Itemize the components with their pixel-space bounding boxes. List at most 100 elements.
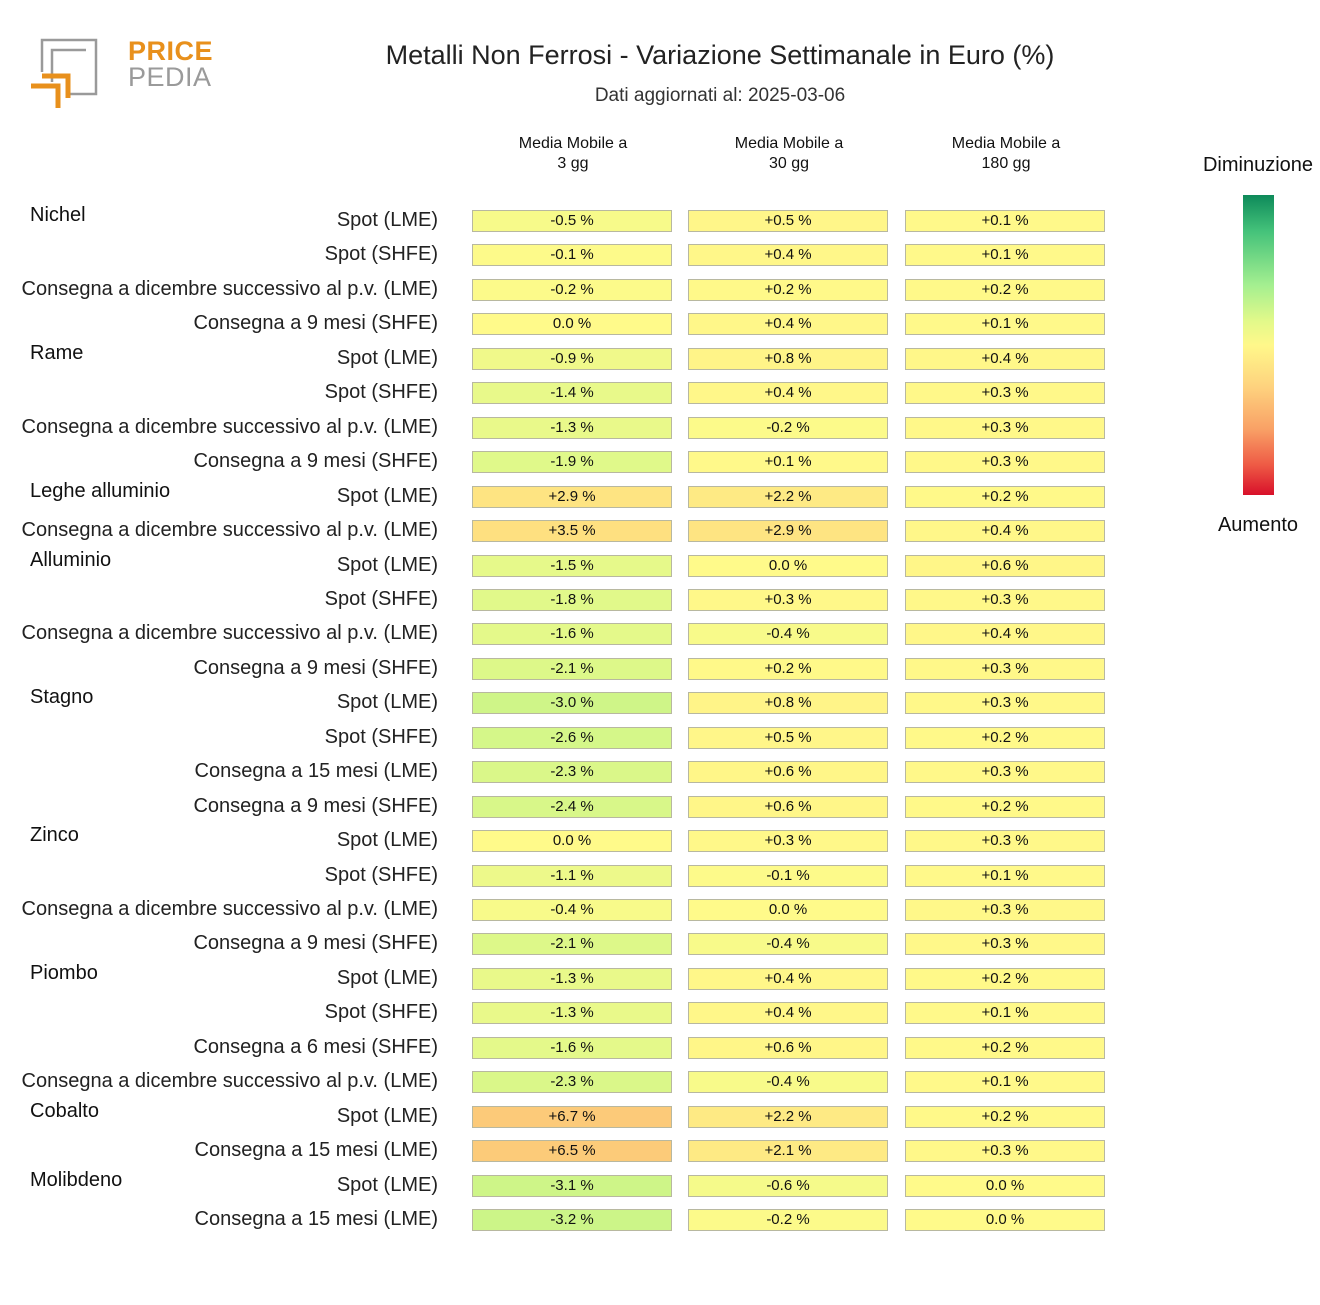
heatmap-cell: +0.4 % [688, 313, 888, 336]
heatmap-cell: 0.0 % [688, 899, 888, 921]
heatmap-cell: +0.3 % [905, 1140, 1105, 1163]
heatmap-cell: -0.4 % [688, 933, 888, 956]
heatmap-cell: +0.1 % [905, 864, 1105, 887]
heatmap-cell: +0.5 % [688, 210, 888, 232]
heatmap-cell: +0.1 % [905, 210, 1105, 232]
heatmap-cell: 0.0 % [472, 313, 672, 336]
heatmap-cell: +0.1 % [688, 451, 888, 474]
heatmap-cell: +0.3 % [905, 382, 1105, 405]
heatmap-cell: +0.3 % [905, 451, 1105, 474]
heatmap-cell: +0.4 % [688, 244, 888, 267]
heatmap-cell: +0.1 % [905, 1002, 1105, 1025]
metal-label: Molibdeno [30, 1168, 123, 1191]
heatmap-cell: -3.1 % [472, 1174, 672, 1197]
heatmap-cell: +0.2 % [905, 278, 1105, 301]
pricepedia-logo: PRICE PEDIA [28, 36, 213, 110]
row-label: Spot (LME) [336, 1173, 438, 1196]
row-label: Spot (LME) [336, 209, 438, 231]
column-header: Media Mobile a 30 gg [734, 135, 844, 172]
heatmap-cell: +2.1 % [688, 1140, 888, 1163]
heatmap-cell: +0.6 % [905, 554, 1105, 577]
heatmap-cell: -1.8 % [472, 588, 672, 611]
legend-color-bar [1243, 195, 1274, 495]
heatmap-cell: +0.2 % [905, 485, 1105, 508]
heatmap-cell: -1.3 % [472, 1002, 672, 1025]
heatmap-cell: +6.7 % [472, 1105, 672, 1128]
heatmap-cell: 0.0 % [905, 1174, 1105, 1197]
row-label: Spot (SHFE) [324, 863, 438, 886]
row-label: Consegna a 15 mesi (LME) [194, 1139, 438, 1162]
heatmap-cell: +0.3 % [905, 416, 1105, 439]
heatmap-cell: 0.0 % [688, 554, 888, 577]
row-label: Spot (LME) [336, 691, 438, 714]
row-label: Spot (SHFE) [324, 381, 438, 404]
row-label: Consegna a dicembre successivo al p.v. (… [21, 519, 438, 542]
heatmap-cell: -0.6 % [688, 1174, 888, 1197]
heatmap-cell: +2.2 % [688, 485, 888, 508]
logo-mark-icon [31, 38, 98, 108]
metal-label: Nichel [30, 204, 86, 226]
heatmap-cell: -0.2 % [472, 278, 672, 301]
heatmap-cell: -2.3 % [472, 761, 672, 784]
logo-pedia-text: PEDIA [128, 62, 212, 92]
row-label: Spot (SHFE) [324, 725, 438, 748]
row-label: Consegna a 6 mesi (SHFE) [193, 1035, 438, 1058]
row-label: Spot (LME) [336, 346, 438, 369]
heatmap-cell: +0.4 % [905, 520, 1105, 543]
heatmap-cell: +0.1 % [905, 313, 1105, 336]
heatmap-cell: +0.2 % [905, 795, 1105, 818]
heatmap-cell: +0.3 % [905, 692, 1105, 715]
row-label: Consegna a dicembre successivo al p.v. (… [21, 277, 438, 300]
row-label: Spot (LME) [336, 966, 438, 989]
heatmap-cell: -2.6 % [472, 726, 672, 749]
row-label: Consegna a 15 mesi (LME) [194, 1208, 438, 1231]
heatmap-cell: +0.3 % [905, 761, 1105, 784]
heatmap-cell: -1.4 % [472, 382, 672, 405]
heatmap-cell: -1.3 % [472, 967, 672, 990]
metal-label: Zinco [30, 824, 79, 847]
row-label: Spot (SHFE) [324, 243, 438, 266]
heatmap-cell: +2.9 % [688, 520, 888, 543]
metal-label: Alluminio [30, 548, 112, 571]
column-header: Media Mobile a 180 gg [951, 135, 1061, 172]
row-label: Consegna a 9 mesi (SHFE) [193, 932, 438, 955]
row-label: Spot (SHFE) [324, 1001, 438, 1024]
heatmap-cell: +0.2 % [905, 1036, 1105, 1059]
row-label: Consegna a 15 mesi (LME) [194, 760, 438, 783]
heatmap-cell: +0.4 % [905, 347, 1105, 370]
heatmap-cell: +0.4 % [688, 967, 888, 990]
metal-label: Rame [30, 341, 84, 364]
heatmap-cell: +0.2 % [905, 1105, 1105, 1128]
row-label: Spot (LME) [336, 553, 438, 576]
metal-label: Leghe alluminio [30, 479, 171, 502]
row-label: Spot (LME) [336, 484, 438, 507]
heatmap-cell: +0.3 % [688, 588, 888, 611]
heatmap-cell: -3.0 % [472, 692, 672, 715]
row-label: Consegna a 9 mesi (SHFE) [193, 450, 438, 473]
row-label: Spot (SHFE) [324, 587, 438, 610]
heatmap-cell: 0.0 % [472, 830, 672, 853]
heatmap-cell: +0.4 % [688, 382, 888, 405]
heatmap-cell: -0.2 % [688, 416, 888, 439]
heatmap-cell: +0.2 % [905, 967, 1105, 990]
heatmap-cell: +0.2 % [688, 657, 888, 680]
heatmap-cell: -0.1 % [472, 244, 672, 267]
heatmap-cell: +0.8 % [688, 692, 888, 715]
row-label: Consegna a dicembre successivo al p.v. (… [21, 1070, 438, 1093]
metal-label: Stagno [30, 686, 94, 709]
row-label: Consegna a 9 mesi (SHFE) [193, 312, 438, 335]
heatmap-cell: +2.9 % [472, 485, 672, 508]
heatmap-cell: -2.4 % [472, 795, 672, 818]
heatmap-cell: +0.3 % [905, 899, 1105, 921]
heatmap-cell: +0.8 % [688, 347, 888, 370]
row-label: Consegna a 9 mesi (SHFE) [193, 794, 438, 817]
heatmap-cell: +0.3 % [905, 657, 1105, 680]
row-label: Spot (LME) [336, 829, 438, 852]
heatmap-cell: -1.5 % [472, 554, 672, 577]
heatmap-cell: -1.1 % [472, 864, 672, 887]
heatmap-cell: +0.1 % [905, 1071, 1105, 1094]
heatmap-cell: -0.4 % [688, 623, 888, 646]
heatmap-cell: -1.9 % [472, 451, 672, 474]
heatmap-cell: 0.0 % [905, 1209, 1105, 1232]
heatmap-cell: +3.5 % [472, 520, 672, 543]
